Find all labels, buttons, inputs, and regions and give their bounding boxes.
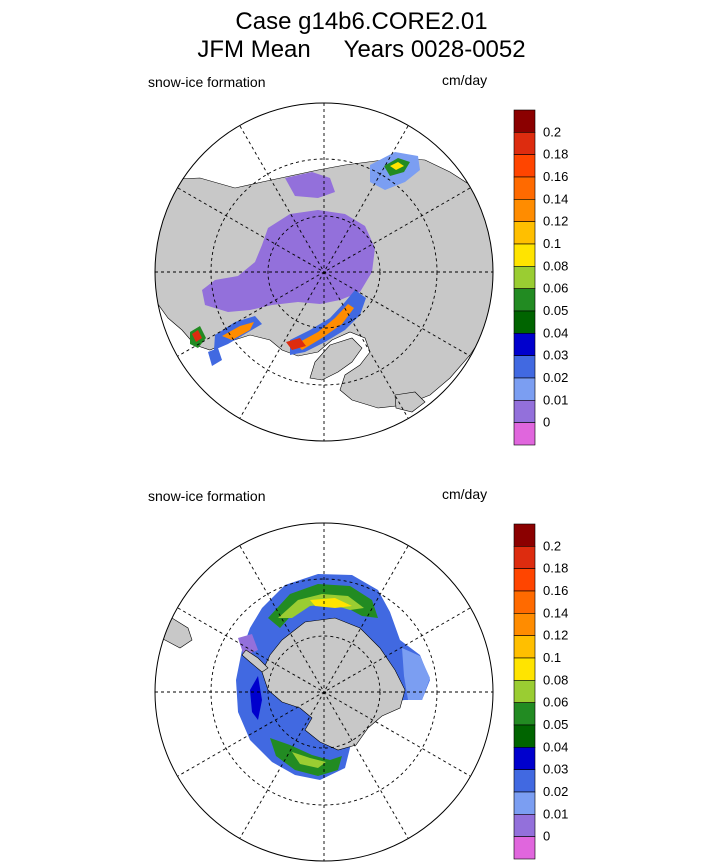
south-colorbar-tick-label: 0.16 xyxy=(543,583,568,598)
north-colorbar-color-box xyxy=(513,377,536,401)
north-sea-ice-arctic xyxy=(202,210,375,312)
north-colorbar-tick-label: 0.06 xyxy=(543,281,568,296)
figure-title-line-1: Case g14b6.CORE2.01 xyxy=(235,8,488,35)
north-colorbar-color-box xyxy=(513,221,536,245)
south-panel-units: cm/day xyxy=(442,486,488,502)
north-colorbar-color-box xyxy=(513,422,536,446)
south-polar-map xyxy=(154,522,494,862)
south-colorbar-color-box xyxy=(513,635,536,659)
north-sea-ice-okhotsk xyxy=(208,348,222,366)
north-map-border xyxy=(154,102,494,442)
south-sea-ice-yellow xyxy=(310,598,352,608)
north-colorbar-tick-label: 0.03 xyxy=(543,348,568,363)
north-colorbar-tick-label: 0.12 xyxy=(543,214,568,229)
north-colorbar-tick-label: 0 xyxy=(543,415,550,430)
north-panel-label: snow-ice formation xyxy=(148,74,266,90)
south-colorbar-color-box xyxy=(513,836,536,860)
south-colorbar-color-box xyxy=(513,568,536,592)
south-colorbar-color-box xyxy=(513,702,536,726)
figure-title-line-2: JFM Mean Years 0028-0052 xyxy=(197,36,526,63)
south-colorbar-tick-label: 0.01 xyxy=(543,806,568,821)
south-colorbar-tick-label: 0.03 xyxy=(543,762,568,777)
north-colorbar-tick-label: 0.08 xyxy=(543,258,568,273)
north-colorbar-color-box xyxy=(513,400,536,423)
south-colorbar-color-box xyxy=(513,791,536,815)
north-colorbar: 0.2 0.18 0.16 0.14 0.12 0.1 0.08 0.06 0.05 0.04 0.… xyxy=(513,109,568,446)
south-colorbar-tick-label: 0.14 xyxy=(543,605,568,620)
south-colorbar-color-box xyxy=(513,769,536,793)
south-colorbar-color-box xyxy=(513,546,536,569)
north-colorbar-color-box xyxy=(513,288,536,312)
north-colorbar-color-box xyxy=(513,199,536,222)
north-sea-ice-upper xyxy=(285,172,335,198)
north-graticule xyxy=(155,103,493,441)
south-sea-ice-east xyxy=(402,648,430,700)
south-colorbar: 0.2 0.18 0.16 0.14 0.12 0.1 0.08 0.06 0.05 0.04 0.… xyxy=(513,523,568,860)
south-graticule xyxy=(155,523,493,861)
south-colorbar-tick-label: 0.04 xyxy=(543,739,568,754)
south-panel-label: snow-ice formation xyxy=(148,488,266,504)
south-colorbar-color-box xyxy=(513,747,536,770)
south-colorbar-tick-label: 0 xyxy=(543,829,550,844)
south-sea-ice-yellowgreen xyxy=(278,594,364,618)
south-colorbar-tick-label: 0.1 xyxy=(543,650,561,665)
south-colorbar-color-box xyxy=(513,523,536,547)
south-colorbar-color-box xyxy=(513,590,536,614)
north-colorbar-tick-label: 0.1 xyxy=(543,236,561,251)
north-sea-ice-labrador-core xyxy=(222,322,254,340)
south-colorbar-tick-label: 0.12 xyxy=(543,628,568,643)
south-colorbar-tick-label: 0.2 xyxy=(543,538,561,553)
north-colorbar-tick-label: 0.04 xyxy=(543,325,568,340)
north-colorbar-color-box xyxy=(513,243,536,267)
south-colorbar-tick-label: 0.08 xyxy=(543,672,568,687)
south-colorbar-color-box xyxy=(513,680,536,703)
north-colorbar-tick-label: 0.02 xyxy=(543,370,568,385)
north-colorbar-tick-label: 0.05 xyxy=(543,303,568,318)
north-colorbar-color-box xyxy=(513,132,536,155)
north-colorbar-color-box xyxy=(513,355,536,379)
north-colorbar-color-box xyxy=(513,154,536,178)
north-colorbar-color-box xyxy=(513,310,536,334)
south-colorbar-color-box xyxy=(513,613,536,636)
south-sea-ice-ross-yg xyxy=(292,752,326,768)
north-sea-ice-kara-hot xyxy=(390,162,404,170)
south-colorbar-tick-label: 0.18 xyxy=(543,561,568,576)
north-colorbar-tick-label: 0.16 xyxy=(543,169,568,184)
north-sea-ice-barents-red xyxy=(286,338,306,350)
north-colorbar-tick-label: 0.14 xyxy=(543,191,568,206)
south-colorbar-tick-label: 0.06 xyxy=(543,695,568,710)
south-colorbar-color-box xyxy=(513,814,536,837)
south-land-peninsula xyxy=(241,649,269,673)
north-colorbar-color-box xyxy=(513,176,536,200)
south-colorbar-color-box xyxy=(513,657,536,681)
north-polar-map xyxy=(154,102,494,442)
north-colorbar-tick-label: 0.18 xyxy=(543,147,568,162)
north-sea-ice-hudson-red xyxy=(192,330,202,342)
south-sea-ice-green xyxy=(268,584,378,628)
north-land-lower xyxy=(309,337,363,381)
north-colorbar-color-box xyxy=(513,266,536,289)
south-land-antarctica xyxy=(261,617,406,751)
north-panel-units: cm/day xyxy=(442,72,488,88)
north-colorbar-color-box xyxy=(513,109,536,133)
south-sea-ice-peninsula xyxy=(238,634,258,656)
north-colorbar-tick-label: 0.01 xyxy=(543,392,568,407)
north-sea-ice-barents-core xyxy=(296,304,354,350)
south-map-border xyxy=(154,522,494,862)
north-land-island xyxy=(394,391,426,413)
south-colorbar-tick-label: 0.02 xyxy=(543,784,568,799)
south-colorbar-tick-label: 0.05 xyxy=(543,717,568,732)
south-colorbar-color-box xyxy=(513,724,536,748)
south-sea-ice-weddell xyxy=(250,676,262,720)
north-colorbar-color-box xyxy=(513,333,536,356)
north-colorbar-tick-label: 0.2 xyxy=(543,124,561,139)
